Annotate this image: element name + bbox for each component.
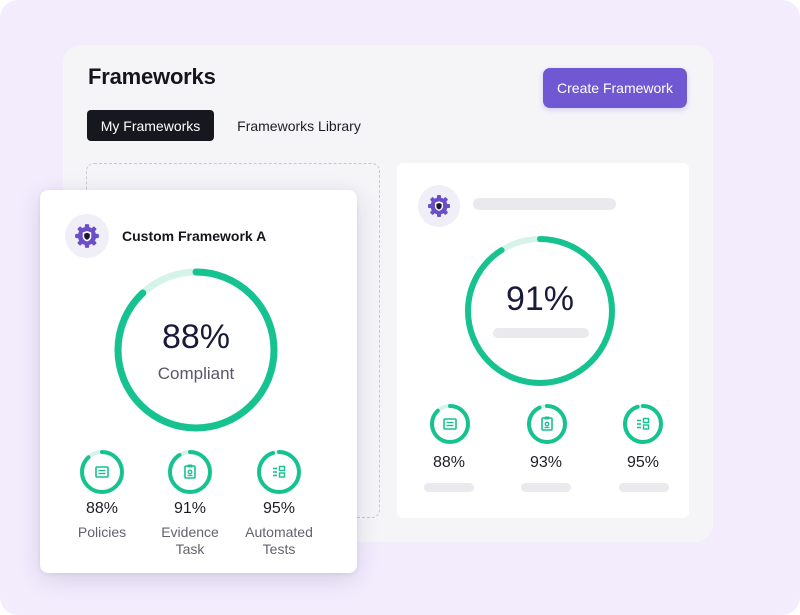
- metric-label-placeholder-2: [521, 483, 571, 492]
- metric-label-automated-line1: Automated: [245, 524, 313, 540]
- tab-my-frameworks[interactable]: My Frameworks: [87, 110, 214, 141]
- page-title: Frameworks: [88, 64, 216, 89]
- metric-label-placeholder-1: [424, 483, 474, 492]
- tab-frameworks-library[interactable]: Frameworks Library: [237, 117, 361, 134]
- metric-label-placeholder-3: [619, 483, 669, 492]
- metric-label-automated-line2: Tests: [262, 541, 296, 557]
- metric-label-policies-line1: Policies: [77, 524, 127, 540]
- metric-ring-automated-tests: [257, 450, 301, 494]
- status-placeholder-secondary: [493, 328, 589, 338]
- metric-percent-secondary-3: 95%: [626, 454, 660, 471]
- metric-percent-secondary-1: 88%: [432, 454, 466, 471]
- metric-label-policies: Policies: [52, 524, 152, 541]
- clipboard-icon: [184, 464, 196, 479]
- metric-ring-evidence: [168, 450, 212, 494]
- metric-label-evidence-line1: Evidence: [161, 524, 219, 540]
- compliance-status-label: Compliant: [157, 364, 235, 383]
- metric-ring-secondary-1: [430, 404, 470, 444]
- framework-avatar-secondary: [418, 185, 460, 227]
- metric-ring-secondary-2: [527, 404, 567, 444]
- overall-percent-secondary: 91%: [505, 280, 575, 318]
- checklist-icon: [273, 465, 286, 478]
- metric-label-evidence-line2: Task: [175, 541, 205, 557]
- clipboard-icon: [541, 416, 553, 431]
- metric-percent-evidence: 91%: [173, 500, 207, 517]
- overall-compliance-ring-primary: [114, 268, 278, 432]
- overall-compliance-ring-secondary: [465, 236, 615, 386]
- metric-ring-secondary-3: [623, 404, 663, 444]
- metric-ring-policies: [80, 450, 124, 494]
- metric-percent-secondary-2: 93%: [529, 454, 563, 471]
- metric-percent-policies: 88%: [85, 500, 119, 517]
- shield-gear-icon: [428, 195, 450, 217]
- framework-name: Custom Framework A: [122, 228, 267, 244]
- shield-gear-icon: [75, 224, 99, 248]
- document-icon: [95, 466, 109, 478]
- overall-percent-primary: 88%: [161, 318, 231, 356]
- framework-name-placeholder: [473, 198, 616, 210]
- document-icon: [443, 418, 457, 430]
- create-framework-button[interactable]: Create Framework: [543, 68, 687, 108]
- metric-percent-automated-tests: 95%: [262, 500, 296, 517]
- checklist-icon: [637, 417, 650, 430]
- metric-label-evidence: Evidence Task: [140, 524, 240, 558]
- framework-avatar-primary: [65, 214, 109, 258]
- metric-label-automated-tests: Automated Tests: [229, 524, 329, 558]
